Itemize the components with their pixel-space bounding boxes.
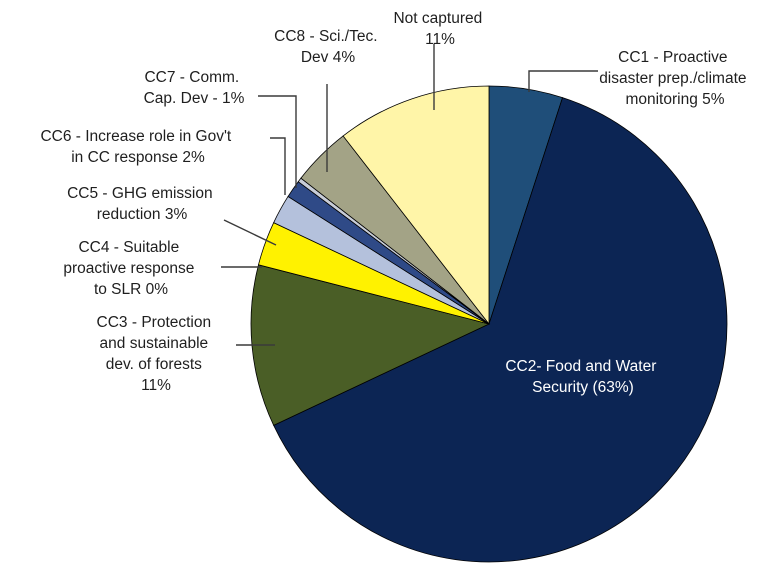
label-cc2: CC2- Food and Water Security (63%) (505, 358, 660, 396)
label-cc6: CC6 - Increase role in Gov't in CC respo… (40, 128, 235, 166)
label-cc3: CC3 - Protection and sustainable dev. of… (97, 314, 216, 394)
pie-slice-cc3 (250, 264, 491, 426)
label-cc1: CC1 - Proactive disaster prep./climate m… (599, 49, 751, 108)
pie-slice-cc2 (273, 97, 728, 563)
label-cc7: CC7 - Comm. Cap. Dev - 1% (144, 69, 245, 107)
label-cc5: CC5 - GHG emission reduction 3% (67, 185, 217, 223)
label-not-captured: Not captured 11% (393, 10, 486, 48)
leader-cc1 (528, 70, 598, 92)
leader-lines (221, 44, 598, 346)
pie-slices (250, 85, 728, 563)
leader-cc7 (258, 95, 297, 188)
leader-cc5 (223, 219, 277, 246)
pie-slice-nc (342, 85, 490, 326)
label-cc8: CC8 - Sci./Tec. Dev 4% (274, 28, 382, 66)
leader-cc6 (270, 137, 286, 195)
label-cc4: CC4 - Suitable proactive response to SLR… (63, 239, 198, 298)
